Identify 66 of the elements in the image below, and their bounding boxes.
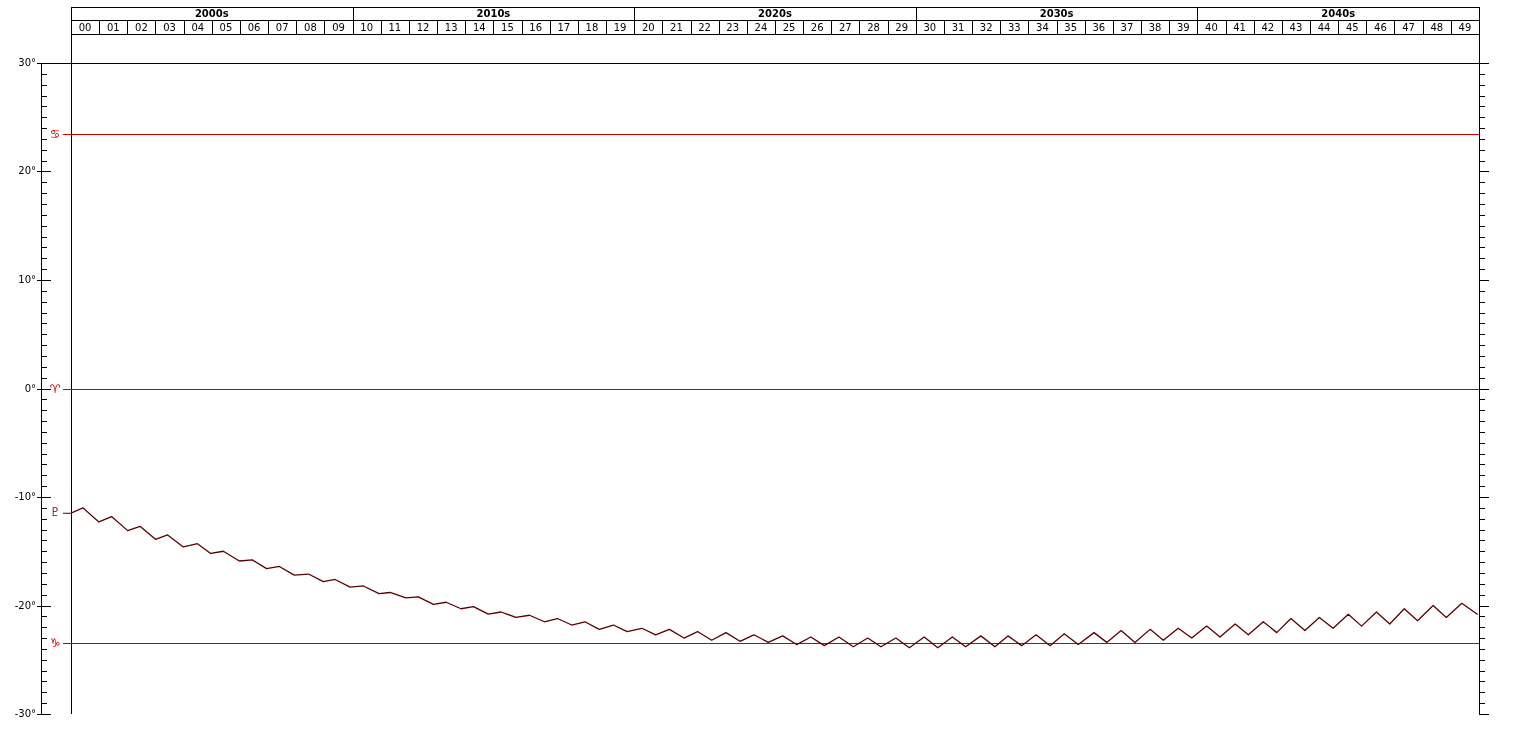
x-tick-label: 44 (1317, 21, 1331, 33)
x-tick-label: 07 (275, 21, 289, 33)
x-tick-label: 27 (838, 21, 852, 33)
x-tick-label: 16 (529, 21, 543, 33)
x-tick-label: 06 (247, 21, 261, 33)
x-tick-label: 22 (698, 21, 711, 33)
text: 2010s (476, 8, 511, 20)
x-tick-label: 25 (782, 21, 796, 33)
y-tick-label: 10° (18, 274, 36, 286)
text: 2040s (1321, 8, 1356, 20)
x-tick-label: 46 (1374, 21, 1387, 33)
x-tick-label: 15 (501, 21, 514, 33)
x-tick-label: 41 (1233, 21, 1246, 33)
y-tick-label: -20° (14, 600, 36, 612)
x-tick-label: 42 (1261, 21, 1275, 33)
x-tick-label: 14 (472, 21, 486, 33)
x-tick-label: 36 (1092, 21, 1106, 33)
x-tick-label: 32 (979, 21, 993, 33)
x-tick-label: 30 (923, 21, 937, 33)
x-tick-label: 04 (191, 21, 205, 33)
x-tick-label: 45 (1345, 21, 1359, 33)
x-tick-label: 18 (585, 21, 599, 33)
y-tick-label: -10° (14, 491, 36, 503)
text: 2020s (758, 8, 792, 20)
x-tick-label: 23 (726, 21, 740, 33)
x-tick-label: 40 (1205, 21, 1218, 33)
x-tick-label: 35 (1064, 21, 1077, 33)
y-tick-label: 30° (18, 57, 36, 69)
x-tick-label: 11 (388, 21, 402, 33)
x-tick-label: 09 (332, 21, 345, 33)
ref-line-label: ♋ (49, 126, 61, 141)
x-tick-label: 12 (416, 21, 430, 33)
y-tick-label: 20° (18, 165, 36, 177)
x-tick-label: 21 (670, 21, 683, 33)
x-tick-label: 24 (754, 21, 768, 33)
y-tick-label: 0° (24, 383, 36, 395)
x-tick-label: 37 (1120, 21, 1134, 33)
y-tick-label: -30° (14, 708, 36, 720)
text: 2000s (194, 8, 229, 20)
x-tick-label: 10 (360, 21, 374, 33)
x-tick-label: 03 (163, 21, 176, 33)
x-tick-label: 19 (613, 21, 627, 33)
x-tick-label: 05 (219, 21, 233, 33)
x-tick-label: 34 (1036, 21, 1049, 33)
x-tick-label: 29 (895, 21, 909, 33)
x-tick-label: 26 (810, 21, 824, 33)
ref-line-label: ♑ (49, 635, 61, 650)
x-tick-label: 01 (106, 21, 120, 33)
x-tick-label: 49 (1458, 21, 1472, 33)
x-tick-label: 33 (1007, 21, 1021, 33)
x-tick-label: 39 (1176, 21, 1190, 33)
x-tick-label: 00 (78, 21, 92, 33)
x-tick-label: 08 (304, 21, 317, 33)
text: 2030s (1039, 8, 1074, 20)
x-tick-label: 20 (641, 21, 655, 33)
x-tick-label: 43 (1289, 21, 1303, 33)
ref-line-label: ♈ (49, 381, 61, 396)
x-tick-label: 13 (444, 21, 458, 33)
x-tick-label: 02 (135, 21, 148, 33)
x-tick-label: 17 (557, 21, 571, 33)
x-tick-label: 47 (1402, 21, 1415, 33)
x-tick-label: 48 (1430, 21, 1444, 33)
x-tick-label: 28 (867, 21, 880, 33)
x-tick-label: 31 (951, 21, 965, 33)
legend-label: ♇ (49, 505, 61, 520)
x-tick-label: 38 (1148, 21, 1162, 33)
